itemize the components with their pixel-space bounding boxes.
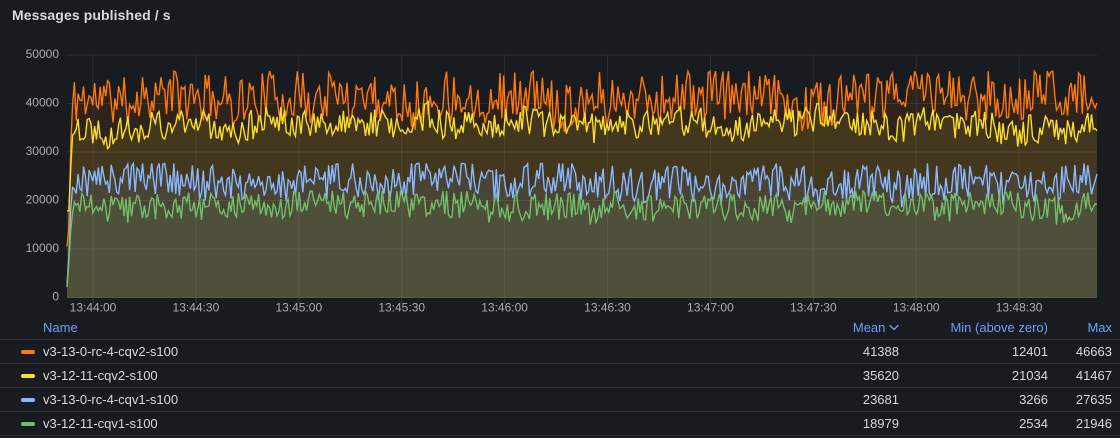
svg-text:30000: 30000 xyxy=(26,144,60,158)
svg-text:13:47:30: 13:47:30 xyxy=(790,301,837,315)
svg-text:0: 0 xyxy=(52,290,59,304)
svg-text:13:47:00: 13:47:00 xyxy=(687,301,734,315)
svg-text:13:45:30: 13:45:30 xyxy=(378,301,425,315)
svg-text:50000: 50000 xyxy=(26,47,60,61)
svg-text:40000: 40000 xyxy=(26,96,60,110)
svg-text:13:44:30: 13:44:30 xyxy=(173,301,220,315)
svg-text:13:48:30: 13:48:30 xyxy=(996,301,1043,315)
svg-text:13:48:00: 13:48:00 xyxy=(893,301,940,315)
svg-text:10000: 10000 xyxy=(26,241,60,255)
svg-text:13:45:00: 13:45:00 xyxy=(275,301,322,315)
svg-text:20000: 20000 xyxy=(26,193,60,207)
svg-text:13:46:00: 13:46:00 xyxy=(481,301,528,315)
svg-text:13:46:30: 13:46:30 xyxy=(584,301,631,315)
svg-text:13:44:00: 13:44:00 xyxy=(70,301,117,315)
